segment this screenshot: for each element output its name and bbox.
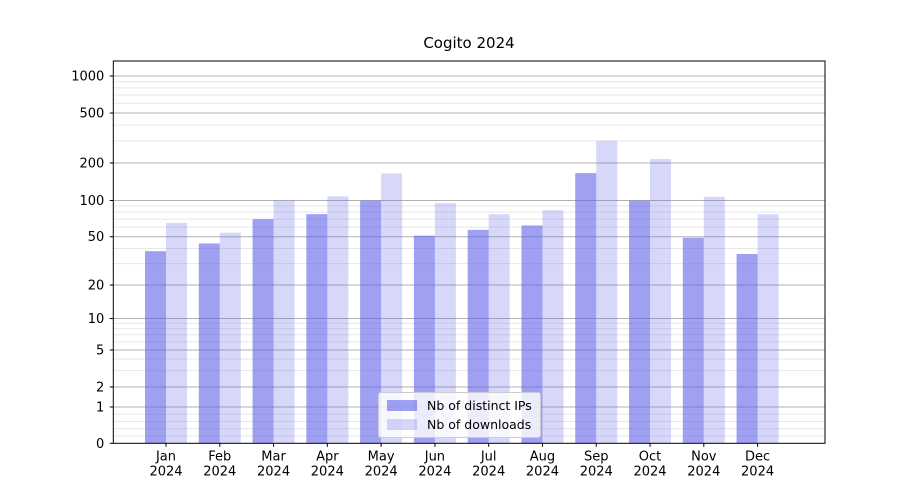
x-tick-label-month: Dec — [745, 450, 770, 465]
bar-distinct-ips — [736, 254, 758, 444]
x-tick-label-month: Jul — [480, 450, 497, 465]
legend-item-downloads: Nb of downloads — [387, 417, 532, 432]
x-tick-label-year: 2024 — [580, 465, 613, 480]
x-tick-label-year: 2024 — [311, 465, 344, 480]
y-tick-label: 0 — [96, 437, 104, 452]
y-tick-label: 200 — [79, 157, 104, 172]
x-tick-label-month: Oct — [639, 450, 661, 465]
legend: Nb of distinct IPs Nb of downloads — [378, 392, 541, 438]
bar-distinct-ips — [413, 235, 435, 444]
bar-downloads — [219, 232, 241, 444]
y-tick-label: 20 — [88, 279, 105, 294]
x-tick-label-month: Nov — [691, 450, 717, 465]
bar-distinct-ips — [467, 229, 489, 444]
bar-downloads — [542, 210, 564, 444]
y-tick-label: 2 — [96, 381, 104, 396]
bar-downloads — [166, 222, 187, 444]
plot-border — [112, 60, 826, 444]
x-tick-label-month: Jan — [155, 450, 176, 465]
bar-downloads — [381, 173, 403, 444]
x-tick-label-month: Sep — [584, 450, 609, 465]
bar-downloads — [703, 196, 725, 444]
x-tick-label-year: 2024 — [257, 465, 290, 480]
bar-downloads — [488, 214, 510, 444]
x-tick-label-year: 2024 — [633, 465, 666, 480]
bar-distinct-ips — [145, 251, 166, 444]
bar-downloads — [273, 200, 295, 444]
legend-label-downloads: Nb of downloads — [427, 417, 532, 432]
bar-downloads — [434, 203, 456, 444]
x-tick-label-month: Mar — [261, 450, 286, 465]
legend-swatch-downloads — [387, 419, 417, 430]
bar-distinct-ips — [198, 243, 220, 444]
y-tick-label: 10 — [88, 312, 105, 327]
x-tick-label-month: Feb — [208, 450, 231, 465]
legend-item-distinct-ips: Nb of distinct IPs — [387, 398, 532, 413]
bar-downloads — [757, 214, 779, 444]
y-tick-label: 1000 — [71, 70, 104, 85]
x-tick-label-year: 2024 — [526, 465, 559, 480]
bar-distinct-ips — [629, 200, 651, 444]
x-tick-label-year: 2024 — [418, 465, 451, 480]
x-tick-label-year: 2024 — [741, 465, 774, 480]
x-tick-label-year: 2024 — [203, 465, 236, 480]
y-tick-label: 500 — [79, 107, 104, 122]
x-tick-label-month: Jun — [424, 450, 445, 465]
x-tick-label-year: 2024 — [365, 465, 398, 480]
y-tick-label: 5 — [96, 344, 104, 359]
bar-downloads — [596, 140, 618, 444]
bar-distinct-ips — [521, 225, 543, 444]
bar-distinct-ips — [252, 219, 274, 444]
y-tick-label: 1 — [96, 401, 104, 416]
x-tick-label-year: 2024 — [687, 465, 720, 480]
x-tick-label-year: 2024 — [472, 465, 505, 480]
x-tick-label-year: 2024 — [149, 465, 182, 480]
y-tick-label: 50 — [88, 230, 105, 245]
y-tick-label: 100 — [79, 194, 104, 209]
bar-downloads — [327, 196, 349, 444]
x-tick-label-month: Aug — [530, 450, 555, 465]
chart-title: Cogito 2024 — [423, 34, 515, 52]
bar-distinct-ips — [360, 200, 382, 444]
legend-label-ips: Nb of distinct IPs — [427, 398, 532, 413]
x-tick-label-month: May — [368, 450, 395, 465]
x-tick-label-month: Apr — [316, 450, 339, 465]
legend-swatch-ips — [387, 400, 417, 411]
bar-downloads — [650, 159, 672, 444]
bar-distinct-ips — [682, 237, 704, 444]
bar-distinct-ips — [575, 173, 597, 444]
bar-distinct-ips — [306, 214, 328, 444]
